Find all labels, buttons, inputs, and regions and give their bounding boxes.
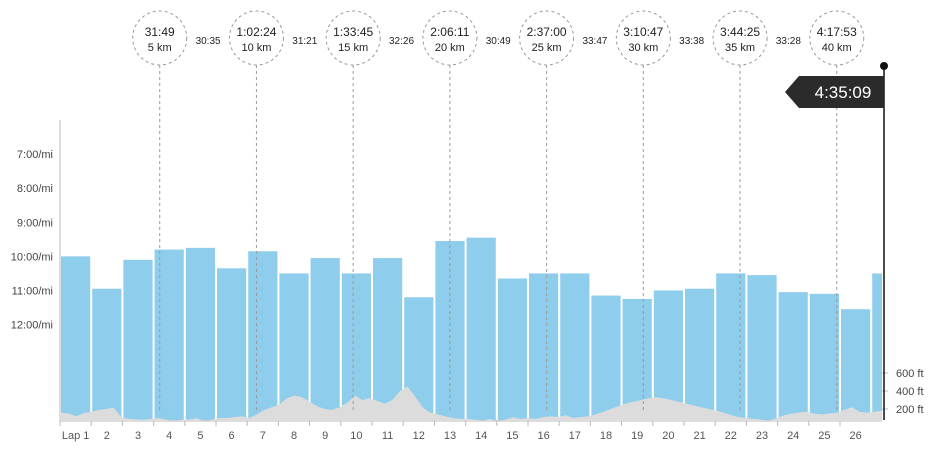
lap-tick-label: 17: [569, 430, 581, 442]
split-distance-label: 40 km: [822, 42, 852, 54]
lap-bar-27: [872, 273, 882, 420]
split-time-label: 1:02:24: [236, 25, 276, 39]
lap-bar-16: [529, 273, 559, 420]
lap-bar-14: [466, 237, 496, 420]
split-markers: 31:49 5 km 1:02:24 10 km 1:33:45 15 km 2:06:11…: [132, 10, 865, 410]
lap-bar-15: [497, 278, 527, 420]
lap-bar-9: [310, 258, 340, 420]
lap-tick-label: 16: [537, 430, 549, 442]
lap-bar-7: [248, 251, 278, 420]
split-distance-label: 5 km: [148, 42, 172, 54]
finish-marker: 4:35:09: [785, 62, 888, 420]
lap-bar-18: [591, 295, 621, 420]
lap-tick-label: 26: [849, 430, 861, 442]
lap-bar-17: [560, 273, 590, 420]
finish-time-label: 4:35:09: [815, 83, 872, 102]
elevation-tick-label: 200 ft: [896, 404, 924, 416]
lap-tick-label: 20: [662, 430, 674, 442]
split-distance-label: 30 km: [628, 42, 658, 54]
lap-tick-label: Lap 1: [62, 430, 90, 442]
segment-time-label: 30:49: [486, 36, 511, 47]
lap-tick-label: 8: [291, 430, 297, 442]
lap-tick-label: 2: [104, 430, 110, 442]
segment-time-label: 33:47: [582, 36, 607, 47]
pace-tick-label: 11:00/mi: [12, 285, 53, 297]
pace-tick-label: 9:00/mi: [17, 217, 53, 229]
segment-time-label: 32:26: [389, 36, 414, 47]
lap-bar-3: [123, 259, 153, 420]
lap-bars: [61, 237, 882, 420]
lap-bar-6: [217, 268, 247, 420]
lap-bar-25: [809, 293, 839, 420]
elevation-tick-label: 600 ft: [896, 368, 924, 380]
lap-tick-label: 10: [350, 430, 362, 442]
lap-tick-label: 7: [260, 430, 266, 442]
lap-tick-label: 13: [444, 430, 456, 442]
elevation-profile: [61, 386, 882, 422]
pace-tick-label: 7:00/mi: [17, 149, 53, 161]
lap-tick-label: 24: [787, 430, 799, 442]
lap-tick-label: 25: [818, 430, 830, 442]
lap-bar-1: [61, 256, 91, 420]
lap-tick-label: 19: [631, 430, 643, 442]
split-time-label: 4:17:53: [817, 25, 857, 39]
segment-time-label: 30:35: [196, 36, 221, 47]
pace-tick-label: 10:00/mi: [11, 251, 53, 263]
lap-bar-2: [92, 288, 122, 420]
elevation-area: [61, 386, 882, 422]
lap-tick-label: 9: [322, 430, 328, 442]
lap-tick-label: 18: [600, 430, 612, 442]
split-distance-label: 20 km: [435, 42, 465, 54]
lap-tick-label: 4: [166, 430, 172, 442]
lap-tick-label: 5: [197, 430, 203, 442]
lap-tick-label: 22: [725, 430, 737, 442]
lap-bar-22: [716, 273, 746, 420]
lap-bar-23: [747, 275, 777, 420]
split-time-label: 2:06:11: [430, 25, 469, 39]
elevation-tick-label: 400 ft: [896, 386, 924, 398]
split-distance-label: 10 km: [241, 42, 271, 54]
split-time-label: 31:49: [145, 25, 175, 39]
segment-time-label: 31:21: [292, 36, 317, 47]
finish-flag: [785, 76, 884, 108]
lap-tick-label: 12: [413, 430, 425, 442]
split-time-label: 3:44:25: [720, 25, 760, 39]
lap-tick-label: 3: [135, 430, 141, 442]
lap-tick-label: 6: [229, 430, 235, 442]
split-distance-label: 35 km: [725, 42, 755, 54]
pace-tick-label: 12:00/mi: [11, 320, 53, 332]
lap-bar-24: [778, 292, 808, 420]
split-time-label: 3:10:47: [623, 25, 663, 39]
lap-tick-label: 11: [382, 430, 393, 442]
lap-tick-label: 15: [506, 430, 518, 442]
split-time-label: 1:33:45: [333, 25, 373, 39]
segment-time-label: 33:38: [679, 36, 704, 47]
lap-bar-4: [154, 249, 184, 420]
lap-bar-21: [685, 288, 715, 420]
split-distance-label: 15 km: [338, 42, 368, 54]
lap-tick-label: 14: [475, 430, 487, 442]
lap-bar-8: [279, 273, 309, 420]
finish-dot: [880, 62, 888, 70]
lap-bar-26: [841, 309, 871, 420]
lap-bar-10: [341, 273, 371, 420]
pace-tick-label: 8:00/mi: [17, 183, 53, 195]
split-time-label: 2:37:00: [527, 25, 567, 39]
axes: 7:00/mi 8:00/mi 9:00/mi 10:00/mi 11:00/mi 12:…: [11, 120, 924, 442]
lap-tick-label: 23: [756, 430, 768, 442]
segment-time-label: 33:28: [776, 36, 801, 47]
lap-bar-5: [185, 247, 215, 420]
split-distance-label: 25 km: [532, 42, 562, 54]
lap-bar-11: [373, 258, 403, 420]
lap-tick-label: 21: [693, 430, 705, 442]
